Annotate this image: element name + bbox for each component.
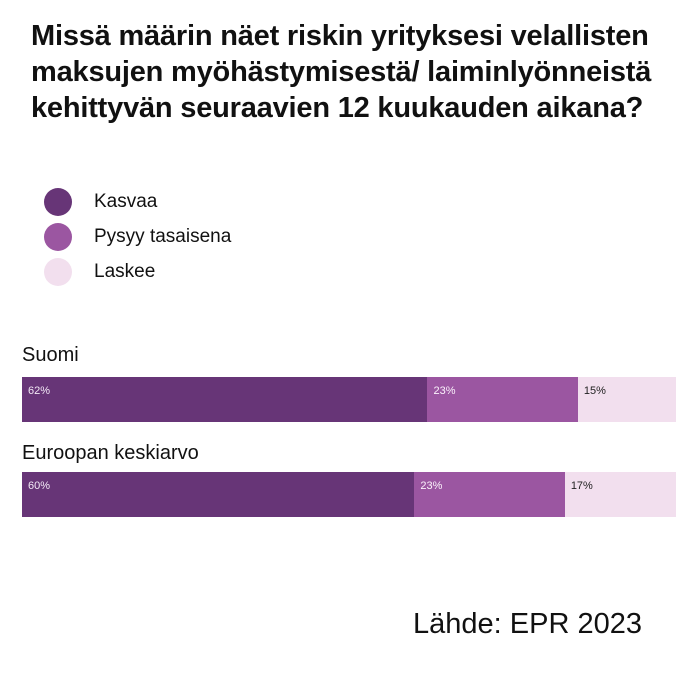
bar-segment-laskee-euroopan-keskiarvo: 17% [564,472,676,517]
category-label-suomi: Suomi [22,344,79,366]
data-label-laskee-euroopan-keskiarvo: 17% [570,480,593,492]
bar-euroopan-keskiarvo: 60% 23% 17% [22,472,676,517]
bar-segment-pysyy-tasaisena-euroopan-keskiarvo: 23% [414,472,565,517]
data-label-pysyy-tasaisena-euroopan-keskiarvo: 23% [420,480,443,492]
legend-item-kasvaa: Kasvaa [44,184,231,219]
legend-swatch-kasvaa [44,187,72,216]
data-label-kasvaa-euroopan-keskiarvo: 60% [28,480,51,492]
legend-item-pysyy-tasaisena: Pysyy tasaisena [44,219,231,254]
data-label-laskee-suomi: 15% [583,385,606,397]
data-label-pysyy-tasaisena-suomi: 23% [433,385,456,397]
source-note: Lähde: EPR 2023 [413,608,642,640]
bar-segment-kasvaa-euroopan-keskiarvo: 60% [22,472,415,517]
legend-swatch-laskee [44,257,72,286]
data-label-kasvaa-suomi: 62% [28,385,51,397]
legend-label-laskee: Laskee [94,260,156,282]
bar-segment-pysyy-tasaisena-suomi: 23% [427,377,578,422]
legend-label-pysyy-tasaisena: Pysyy tasaisena [94,225,232,247]
bar-segment-laskee-suomi: 15% [577,377,676,422]
legend: Kasvaa Pysyy tasaisena Laskee [44,184,231,289]
category-label-euroopan-keskiarvo: Euroopan keskiarvo [22,442,199,464]
bar-segment-kasvaa-suomi: 62% [22,377,428,422]
legend-label-kasvaa: Kasvaa [94,190,158,212]
bar-suomi: 62% 23% 15% [22,377,676,422]
legend-swatch-pysyy-tasaisena [44,222,72,251]
chart-title: Missä määrin näet riskin yrityksesi vela… [31,20,652,124]
legend-item-laskee: Laskee [44,254,231,289]
